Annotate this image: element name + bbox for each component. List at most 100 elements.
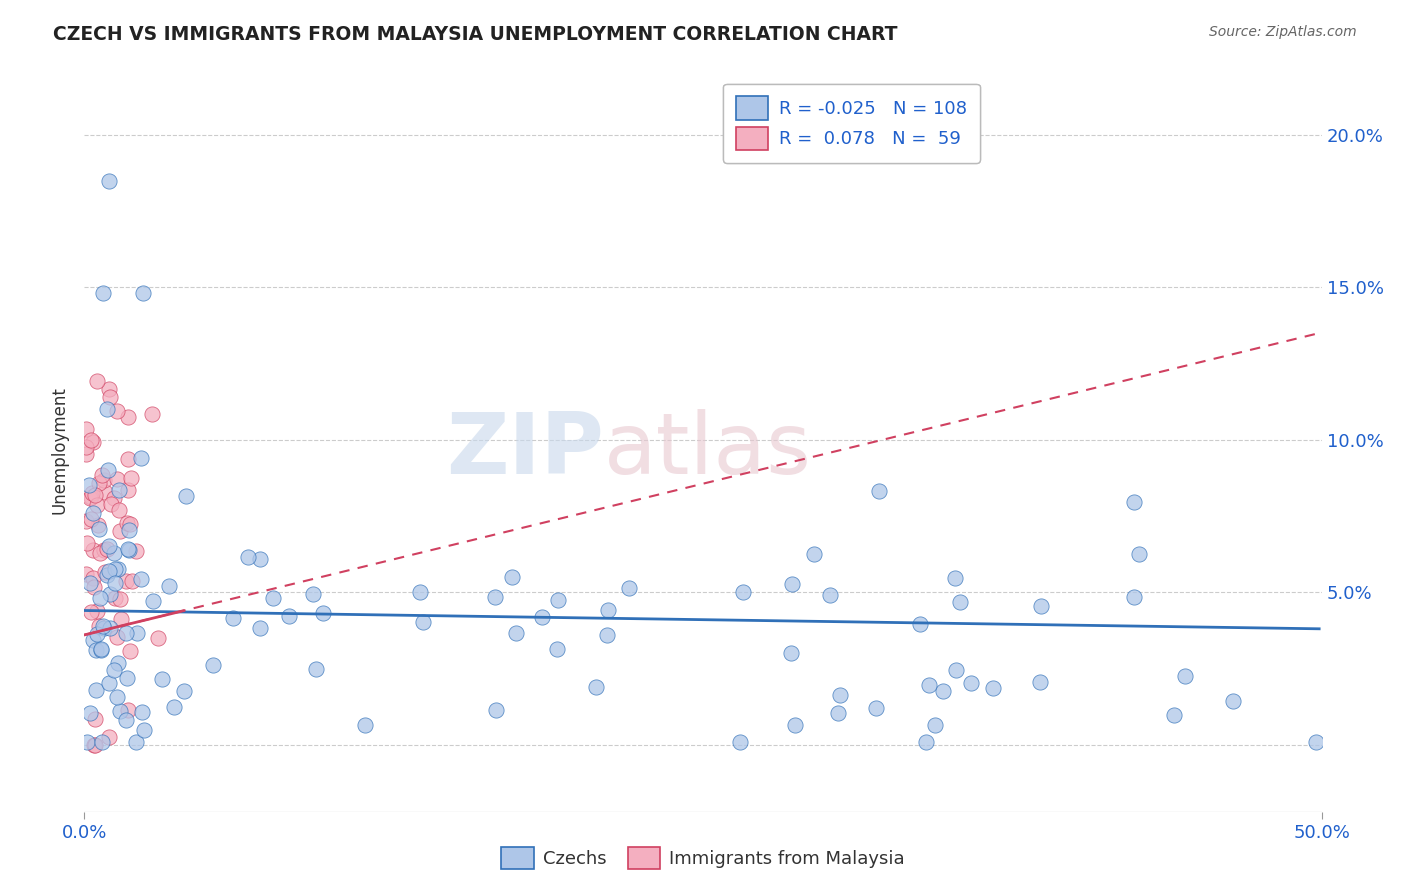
Point	[87, 518, 110, 533]
Point	[108, 502, 131, 516]
Point	[945, 571, 967, 585]
Point	[75, 446, 97, 460]
Point	[949, 595, 972, 609]
Point	[547, 593, 569, 607]
Point	[91, 286, 114, 301]
Point	[98, 382, 121, 396]
Point	[485, 703, 508, 717]
Point	[132, 723, 155, 737]
Point	[1128, 547, 1150, 561]
Point	[150, 672, 173, 686]
Point	[93, 473, 115, 487]
Point	[103, 491, 125, 505]
Text: CZECH VS IMMIGRANTS FROM MALAYSIA UNEMPLOYMENT CORRELATION CHART: CZECH VS IMMIGRANTS FROM MALAYSIA UNEMPL…	[53, 25, 898, 44]
Point	[83, 738, 105, 752]
Point	[91, 618, 114, 632]
Point	[782, 577, 804, 591]
Point	[98, 564, 121, 578]
Point	[79, 575, 101, 590]
Point	[619, 581, 641, 595]
Point	[84, 738, 107, 752]
Point	[733, 585, 755, 599]
Point	[104, 562, 127, 576]
Y-axis label: Unemployment: Unemployment	[51, 386, 69, 515]
Point	[115, 574, 138, 589]
Point	[945, 663, 967, 677]
Point	[960, 676, 983, 690]
Point	[105, 404, 128, 418]
Point	[117, 542, 139, 557]
Point	[82, 485, 104, 500]
Point	[86, 498, 108, 512]
Point	[79, 706, 101, 721]
Point	[249, 621, 271, 635]
Point	[80, 434, 103, 448]
Point	[908, 617, 931, 632]
Point	[118, 523, 141, 537]
Point	[105, 631, 128, 645]
Point	[98, 390, 121, 404]
Point	[97, 730, 120, 744]
Point	[785, 717, 807, 731]
Point	[84, 683, 107, 698]
Point	[89, 546, 111, 560]
Point	[409, 585, 432, 599]
Point	[914, 734, 936, 748]
Point	[118, 543, 141, 558]
Point	[1028, 675, 1050, 690]
Point	[110, 524, 132, 539]
Point	[87, 476, 110, 491]
Point	[118, 644, 141, 658]
Point	[302, 587, 325, 601]
Point	[75, 514, 97, 528]
Point	[131, 286, 153, 301]
Point	[77, 478, 100, 492]
Text: atlas: atlas	[605, 409, 813, 492]
Point	[129, 572, 152, 586]
Point	[96, 542, 118, 557]
Point	[131, 705, 153, 719]
Point	[1222, 694, 1244, 708]
Point	[353, 718, 375, 732]
Point	[311, 606, 333, 620]
Point	[93, 543, 115, 558]
Point	[82, 571, 104, 585]
Text: ZIP: ZIP	[446, 409, 605, 492]
Point	[87, 619, 110, 633]
Point	[828, 688, 851, 702]
Point	[108, 705, 131, 719]
Point	[596, 628, 619, 642]
Point	[262, 591, 284, 605]
Point	[865, 701, 887, 715]
Point	[174, 489, 197, 503]
Point	[596, 603, 619, 617]
Point	[82, 633, 104, 648]
Point	[80, 512, 103, 526]
Point	[1029, 599, 1052, 613]
Point	[249, 551, 271, 566]
Point	[125, 544, 148, 558]
Point	[84, 642, 107, 657]
Point	[107, 562, 129, 576]
Point	[157, 579, 180, 593]
Point	[104, 591, 127, 606]
Point	[141, 407, 163, 421]
Point	[94, 485, 117, 500]
Point	[530, 610, 553, 624]
Point	[221, 611, 243, 625]
Point	[932, 683, 955, 698]
Point	[918, 678, 941, 692]
Text: Source: ZipAtlas.com: Source: ZipAtlas.com	[1209, 25, 1357, 39]
Point	[142, 594, 165, 608]
Point	[105, 472, 128, 486]
Point	[100, 497, 122, 511]
Point	[981, 681, 1004, 696]
Point	[90, 468, 112, 483]
Legend: Czechs, Immigrants from Malaysia: Czechs, Immigrants from Malaysia	[492, 838, 914, 879]
Point	[93, 622, 115, 636]
Point	[484, 590, 506, 604]
Point	[98, 676, 121, 690]
Point	[868, 484, 890, 499]
Point	[75, 566, 97, 581]
Point	[117, 704, 139, 718]
